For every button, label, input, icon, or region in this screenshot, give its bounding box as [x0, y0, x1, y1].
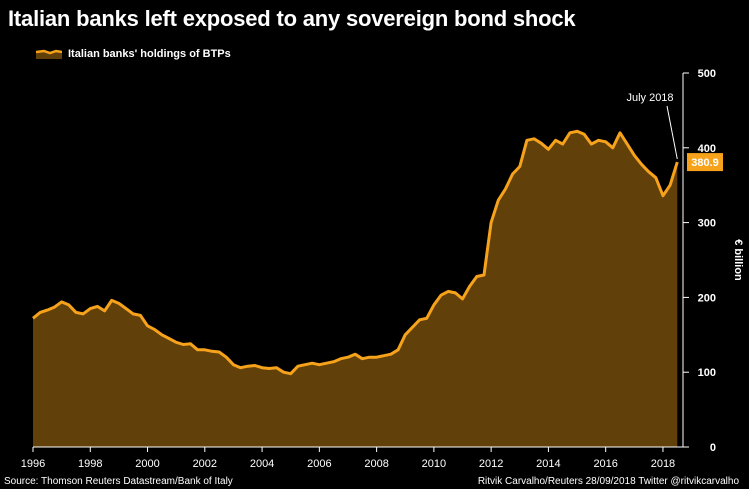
- x-tick-label: 2002: [193, 458, 217, 470]
- y-tick-label: 200: [698, 292, 716, 304]
- y-tick-label: 0: [710, 442, 716, 454]
- x-tick-label: 2004: [250, 458, 274, 470]
- x-tick-label: 2006: [307, 458, 331, 470]
- annotation-value: 380.9: [691, 157, 719, 169]
- series-line: [32, 129, 679, 376]
- y-axis-label: € billion: [732, 239, 744, 281]
- x-tick-label: 1996: [21, 458, 45, 470]
- chart-title: Italian banks left exposed to any sovere…: [8, 6, 576, 31]
- x-tick-label: 2010: [422, 458, 446, 470]
- y-tick-label: 300: [698, 218, 716, 230]
- credit-note: Ritvik Carvalho/Reuters 28/09/2018 Twitt…: [477, 476, 739, 487]
- x-tick-label: 2012: [479, 458, 503, 470]
- area-fill: [33, 131, 678, 448]
- x-tick-label: 2014: [536, 458, 560, 470]
- annotation-value-box: [687, 153, 723, 172]
- x-tick-label: 2008: [364, 458, 388, 470]
- annotation-label: July 2018: [626, 92, 673, 104]
- y-tick-label: 100: [698, 367, 716, 379]
- legend-label: Italian banks' holdings of BTPs: [68, 48, 231, 60]
- legend: Italian banks' holdings of BTPs: [36, 45, 231, 63]
- source-note: Source: Thomson Reuters Datastream/Bank …: [4, 476, 233, 487]
- x-tick-label: 2018: [651, 458, 675, 470]
- annotation-leader: [666, 105, 678, 160]
- y-tick-label: 400: [698, 143, 716, 155]
- x-tick-label: 2016: [593, 458, 617, 470]
- x-tick-label: 1998: [78, 458, 102, 470]
- legend-swatch: [36, 49, 62, 59]
- x-tick-label: 2000: [135, 458, 159, 470]
- y-tick-label: 500: [698, 68, 716, 80]
